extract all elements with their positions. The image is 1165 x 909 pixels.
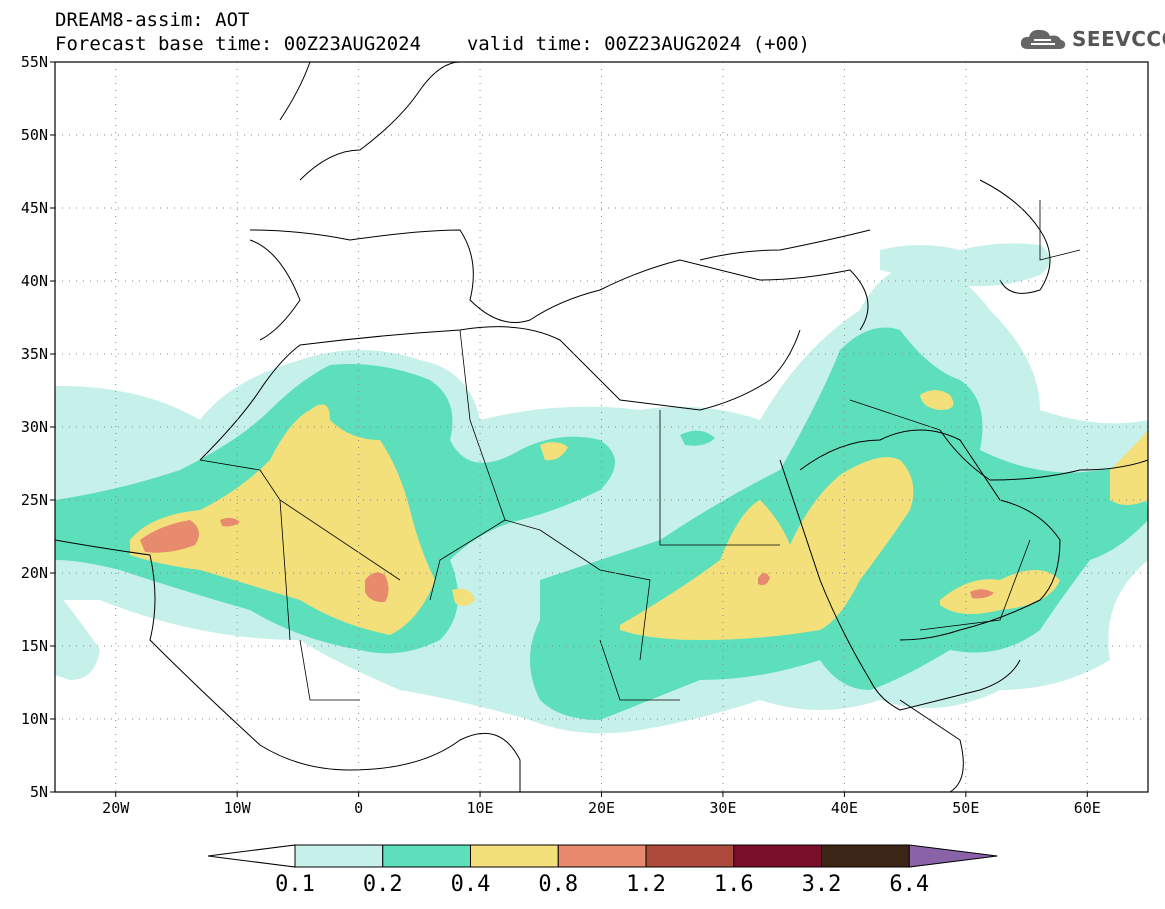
- aot-band-0.8-mali: [365, 572, 389, 603]
- colorbar-label: 0.8: [538, 872, 579, 897]
- aot-band-0.4-niger-patch: [452, 588, 475, 606]
- seevccc-logo: SEEVCCC: [1018, 24, 1165, 54]
- lat-tick-label: 30N: [21, 418, 48, 436]
- border-niger: [429, 519, 506, 601]
- lat-tick-label: 25N: [21, 491, 48, 509]
- coastline-uk: [279, 62, 311, 121]
- coastline-north-africa: [199, 326, 801, 461]
- colorbar-label: 0.2: [362, 872, 403, 897]
- colorbar-label: 1.6: [713, 872, 754, 897]
- country-borders: [199, 200, 1081, 701]
- lon-tick-label: 10E: [467, 799, 494, 817]
- valid-time-label: valid time: 00Z23AUG2024 (+00): [466, 33, 810, 55]
- lon-tick-label: 0: [354, 799, 363, 817]
- colorbar-label: 0.4: [450, 872, 491, 897]
- border-chad-sudan: [539, 529, 651, 661]
- aot-band-0.4-west: [130, 404, 435, 635]
- lat-tick-label: 50N: [21, 126, 48, 144]
- coastline-arabia: [799, 429, 1061, 641]
- colorbar: [207, 844, 998, 868]
- lon-tick-label: 20E: [588, 799, 615, 817]
- lat-tick-label: 45N: [21, 199, 48, 217]
- colorbar-segment: [470, 844, 559, 868]
- aot-band-0.4-oman: [940, 570, 1060, 614]
- base-time-label: Forecast base time: 00Z23AUG2024: [55, 33, 422, 55]
- colorbar-segment: [382, 844, 471, 868]
- border-yemen-oman: [919, 539, 1031, 631]
- colorbar-segment: [733, 844, 822, 868]
- colorbar-label: 6.4: [889, 872, 930, 897]
- border-mauritania-mali: [279, 499, 291, 641]
- aot-band-0.4-iraq-patch: [920, 390, 954, 410]
- colorbar-label: 0.1: [275, 872, 315, 897]
- aot-band-0.4: [130, 390, 1148, 640]
- lon-tick-label: 40E: [831, 799, 858, 817]
- coastline-iberia: [249, 239, 301, 341]
- aot-band-0.4-algeria-patch: [540, 441, 568, 461]
- aot-band-0.1-caspian-patch: [880, 243, 1050, 287]
- lat-tick-label: 20N: [21, 564, 48, 582]
- coastline-horn: [899, 699, 964, 792]
- aot-band-0.8: [140, 517, 994, 603]
- aot-band-0.2-libya-patch: [680, 430, 715, 446]
- lat-tick-label: 5N: [30, 783, 48, 801]
- border-egypt-libya: [659, 410, 780, 546]
- lon-axis: 20W 10W 0 10E 20E 30E 40E 50E 60E: [102, 792, 1101, 817]
- aot-band-0.4-pakistan-patch: [1110, 430, 1148, 505]
- border-sahel: [299, 639, 360, 701]
- aot-band-0.8-mauritania: [140, 520, 199, 553]
- coastline-caspian: [979, 179, 1051, 294]
- lat-tick-label: 35N: [21, 345, 48, 363]
- border-saudi-iraq: [849, 399, 941, 431]
- time-line: Forecast base time: 00Z23AUG2024 valid t…: [55, 34, 810, 54]
- lon-tick-label: 50E: [952, 799, 979, 817]
- coastline-red-sea: [779, 459, 1021, 711]
- colorbar-segment: [294, 844, 384, 868]
- coastline-black-sea: [699, 229, 871, 261]
- lon-tick-label: 20W: [102, 799, 130, 817]
- coastline-gulf: [939, 429, 1148, 481]
- aot-band-0.4-sudan-arabia: [620, 457, 914, 640]
- lon-tick-label: 10W: [224, 799, 252, 817]
- colorbar-label: 3.2: [801, 872, 842, 897]
- coastlines: [55, 62, 1148, 792]
- lat-tick-label: 15N: [21, 637, 48, 655]
- cloud-icon: [1020, 29, 1066, 49]
- colorbar-segment: [645, 844, 735, 868]
- colorbar-label: 1.2: [626, 872, 666, 897]
- aot-band-0.8-mauritania-small: [220, 517, 240, 527]
- lon-tick-label: 60E: [1074, 799, 1101, 817]
- gridlines: [55, 62, 1148, 792]
- border-algeria-libya: [459, 329, 541, 531]
- aot-band-0.8-sudan: [758, 573, 770, 586]
- colorbar-segment: [821, 844, 910, 868]
- lat-tick-label: 55N: [21, 53, 48, 71]
- lat-tick-label: 40N: [21, 272, 48, 290]
- border-algeria-mali: [199, 459, 401, 581]
- aot-band-0.1-west-patch: [55, 590, 100, 680]
- lon-tick-label: 30E: [709, 799, 736, 817]
- colorbar-over-arrow: [908, 844, 998, 868]
- border-central-africa: [599, 639, 680, 701]
- map-title: DREAM8-assim: AOT: [55, 9, 250, 31]
- coastline-france-channel: [299, 62, 461, 181]
- coastline-mediterranean-north: [249, 229, 869, 331]
- border-kazakh: [1039, 200, 1081, 261]
- lat-axis: 55N 50N 45N 40N 35N 30N 25N 20N 15N 10N 5N: [21, 53, 55, 801]
- colorbar-segment: [557, 844, 647, 868]
- logo-text: SEEVCCC: [1072, 27, 1165, 51]
- colorbar-under-arrow: [207, 844, 296, 868]
- aot-band-0.8-oman: [970, 589, 994, 599]
- coastline-west-africa: [55, 539, 521, 792]
- lat-tick-label: 10N: [21, 710, 48, 728]
